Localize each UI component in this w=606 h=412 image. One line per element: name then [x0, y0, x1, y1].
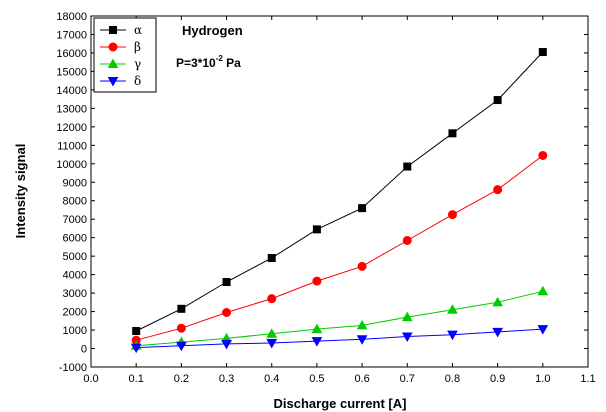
series-group: [130, 48, 549, 354]
legend-marker: [107, 77, 119, 87]
data-point: [177, 304, 186, 313]
y-tick-label: -1000: [59, 362, 87, 374]
series-line: [136, 155, 544, 341]
data-point: [493, 96, 502, 105]
data-point: [447, 330, 458, 341]
y-tick-label: 7000: [63, 214, 87, 226]
data-point: [493, 185, 503, 195]
y-tick-label: 10000: [56, 159, 87, 171]
y-tick-label: 16000: [56, 48, 87, 60]
data-point: [447, 304, 458, 314]
x-tick-label: 0.8: [445, 373, 460, 385]
data-point: [403, 162, 412, 171]
y-tick-label: 14000: [56, 85, 87, 97]
y-axis-title: Intensity signal: [13, 144, 28, 239]
y-tick-label: 0: [81, 344, 87, 356]
data-point: [312, 276, 322, 286]
x-axis-title: Discharge current [A]: [274, 396, 407, 411]
data-point: [222, 278, 231, 287]
plot-frame: [90, 15, 589, 368]
y-tick-label: 5000: [63, 251, 87, 263]
data-point: [221, 339, 232, 350]
legend-label: α: [134, 23, 142, 37]
data-point: [538, 150, 548, 160]
y-tick-label: 11000: [57, 140, 87, 152]
data-point: [312, 225, 321, 234]
data-point: [356, 335, 368, 345]
y-tick-label: 6000: [63, 233, 87, 245]
annotation-pressure: P=3*10-2 Pa: [176, 54, 241, 70]
data-point: [176, 323, 186, 333]
x-tick-label: 0.3: [219, 373, 234, 385]
x-tick-label: 0.6: [354, 373, 369, 385]
data-point: [311, 323, 323, 334]
data-point: [357, 261, 367, 271]
axis-ticks: 0.0 0.1 0.2 0.3 0.4 0.5 0.6 0.7 0.8 0.9 1.0 1.1 -100…: [56, 11, 595, 385]
legend-label: γ: [134, 57, 141, 71]
series-2: [131, 150, 548, 345]
data-point: [266, 328, 278, 338]
x-tick-label: 0.9: [490, 373, 505, 385]
data-point: [401, 332, 413, 343]
y-tick-label: 15000: [56, 66, 87, 78]
data-point: [311, 337, 323, 347]
legend-label: δ: [134, 74, 141, 88]
x-tick-label: 1.1: [580, 373, 595, 385]
data-point: [176, 341, 187, 352]
y-tick-label: 4000: [63, 270, 87, 282]
y-tick-label: 2000: [63, 307, 87, 319]
y-tick-label: 9000: [63, 177, 87, 189]
data-point: [130, 343, 142, 354]
y-tick-label: 17000: [56, 29, 87, 41]
legend-marker: [108, 42, 118, 52]
legend-marker: [109, 26, 117, 34]
data-point: [402, 235, 412, 245]
data-point: [537, 325, 549, 335]
data-point: [492, 327, 503, 338]
x-tick-label: 1.0: [535, 373, 550, 385]
data-point: [222, 308, 232, 318]
x-tick-label: 0.5: [309, 373, 324, 385]
legend-label: β: [134, 40, 141, 54]
x-tick-label: 0.2: [174, 373, 189, 385]
y-tick-label: 12000: [56, 122, 87, 134]
x-tick-label: 0.0: [83, 373, 98, 385]
x-tick-label: 0.7: [400, 373, 415, 385]
pressure-unit: Pa: [223, 56, 241, 70]
y-tick-label: 3000: [63, 288, 87, 300]
series-line: [136, 290, 543, 347]
annotation-title: Hydrogen: [182, 23, 243, 38]
series-line: [135, 51, 544, 332]
data-point: [267, 254, 276, 263]
data-point: [492, 296, 503, 307]
y-tick-label: 18000: [56, 11, 87, 23]
y-tick-label: 1000: [63, 325, 87, 337]
data-point: [356, 319, 368, 330]
series-4: [130, 325, 549, 354]
data-point: [267, 294, 277, 304]
data-point: [132, 326, 141, 335]
pressure-prefix: P=3*10: [176, 56, 216, 70]
x-tick-label: 0.4: [264, 373, 279, 385]
series-line: [136, 328, 543, 349]
data-point: [358, 204, 367, 213]
y-tick-label: 8000: [63, 196, 87, 208]
data-point: [447, 210, 457, 220]
series-1: [132, 48, 547, 335]
data-point: [401, 311, 413, 322]
data-point: [538, 48, 547, 57]
data-point: [266, 338, 278, 349]
y-tick-label: 13000: [56, 103, 87, 115]
x-tick-label: 0.1: [129, 373, 144, 385]
pressure-exponent: -2: [216, 54, 224, 63]
legend-marker: [107, 58, 119, 68]
data-point: [537, 285, 549, 296]
data-point: [448, 129, 457, 138]
